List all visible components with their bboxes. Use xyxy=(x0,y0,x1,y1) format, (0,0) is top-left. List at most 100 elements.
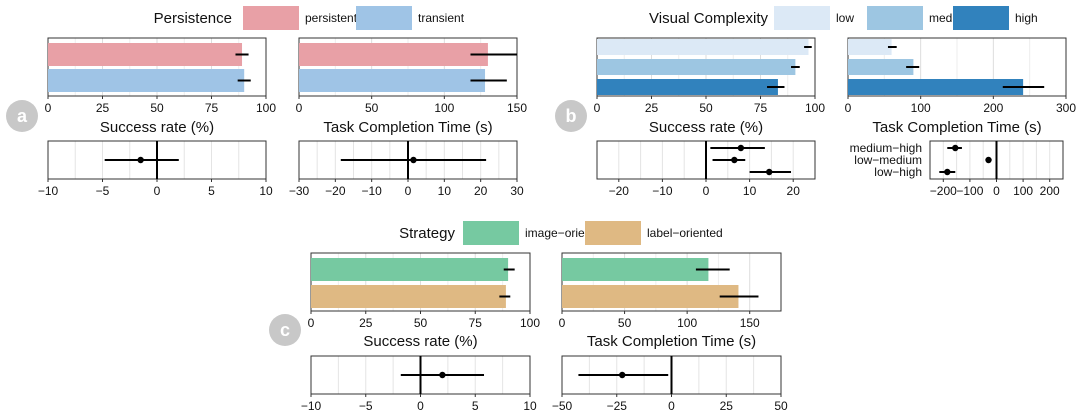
tick-label: 100 xyxy=(677,316,697,330)
panel-b-1: 0 25 50 75 100 Success rate (%) −20 −10 0 10 20 xyxy=(594,37,825,198)
plot-frame xyxy=(561,252,782,312)
panel-badge: a xyxy=(6,100,38,132)
legend-swatch xyxy=(774,6,830,30)
chart-group-c: Strategy image−oriented label−oriented c 0 25… xyxy=(269,221,788,413)
tick-label: 0 xyxy=(668,399,675,413)
tick-label: 50 xyxy=(774,399,788,413)
tick-label: 100 xyxy=(520,316,540,330)
tick-label: 0 xyxy=(296,101,303,115)
tick-label: 75 xyxy=(469,316,483,330)
tick-label: 0 xyxy=(45,101,52,115)
panel-a-1: 0 25 50 75 100 Success rate (%) −10 −5 0 5 10 xyxy=(38,37,276,198)
legend-swatch xyxy=(243,6,299,30)
tick-label: 10 xyxy=(438,184,452,198)
tick-label: 25 xyxy=(359,316,373,330)
tick-label: 100 xyxy=(1013,184,1033,198)
bar-image-oriented xyxy=(311,258,509,281)
diff-point xyxy=(952,144,959,152)
bar-low xyxy=(597,39,809,55)
bar-high xyxy=(597,79,778,95)
tick-label: 25 xyxy=(645,101,659,115)
tick-label: 5 xyxy=(208,184,215,198)
diff-point xyxy=(737,144,745,152)
diff-point xyxy=(731,156,738,164)
legend-swatch xyxy=(867,6,923,30)
diff-point xyxy=(619,371,626,379)
diff-point xyxy=(766,168,773,176)
tick-label: −200 xyxy=(930,184,957,198)
x-axis-title: Task Completion Time (s) xyxy=(872,119,1041,136)
tick-label: 150 xyxy=(507,101,527,115)
tick-label: 20 xyxy=(474,184,488,198)
badge-letter: a xyxy=(17,106,28,126)
bar-medium xyxy=(597,59,796,75)
tick-label: 10 xyxy=(523,399,537,413)
legend-label: label−oriented xyxy=(647,226,723,240)
bar-transient xyxy=(48,69,245,92)
diff-row-label: medium−high xyxy=(850,141,922,155)
legend-swatch xyxy=(463,221,519,245)
tick-label: −10 xyxy=(301,399,322,413)
bar-persistent xyxy=(48,43,243,66)
diff-row-label: low−high xyxy=(874,165,922,179)
tick-label: −10 xyxy=(652,184,673,198)
difference-plot: −10 −5 0 5 10 xyxy=(38,140,273,198)
badge-circle xyxy=(269,314,301,346)
tick-label: 0 xyxy=(594,101,601,115)
badge-letter: b xyxy=(566,106,577,126)
tick-label: 300 xyxy=(1056,101,1076,115)
x-axis-title: Success rate (%) xyxy=(100,119,214,136)
diff-point xyxy=(137,156,144,164)
tick-label: 100 xyxy=(434,101,454,115)
tick-label: 100 xyxy=(805,101,825,115)
bar-label-oriented xyxy=(562,285,739,308)
tick-label: 5 xyxy=(472,399,479,413)
badge-circle xyxy=(6,100,38,132)
panel-b-2: 0 100 200 300 Task Completion Time (s) −200 −1… xyxy=(845,37,1076,198)
tick-label: −50 xyxy=(552,399,573,413)
tick-label: 0 xyxy=(417,399,424,413)
difference-plot: −30 −20 −10 0 10 20 30 xyxy=(289,140,524,198)
badge-letter: c xyxy=(280,320,290,340)
panel-badge: b xyxy=(555,100,587,132)
badge-circle xyxy=(555,100,587,132)
x-axis-title: Success rate (%) xyxy=(649,119,763,136)
tick-label: 75 xyxy=(754,101,768,115)
legend-label: high xyxy=(1015,11,1038,25)
legend-swatch xyxy=(356,6,412,30)
legend-title: Visual Complexity xyxy=(649,10,768,27)
tick-label: −10 xyxy=(361,184,382,198)
x-axis-title: Task Completion Time (s) xyxy=(587,333,756,350)
x-axis-title: Task Completion Time (s) xyxy=(323,119,492,136)
tick-label: 0 xyxy=(405,184,412,198)
bar-persistent xyxy=(299,43,488,66)
legend-title: Strategy xyxy=(399,225,455,242)
diff-point xyxy=(439,371,446,379)
bar-high xyxy=(848,79,1024,95)
tick-label: 100 xyxy=(911,101,931,115)
tick-label: 20 xyxy=(787,184,801,198)
legend-swatch xyxy=(953,6,1009,30)
bar-medium xyxy=(848,59,914,75)
legend-label: low xyxy=(836,11,854,25)
legend: Strategy image−oriented label−oriented xyxy=(399,221,723,245)
tick-label: 25 xyxy=(96,101,110,115)
tick-label: 50 xyxy=(150,101,164,115)
bar-image-oriented xyxy=(562,258,709,281)
legend-swatch xyxy=(585,221,641,245)
tick-label: 50 xyxy=(414,316,428,330)
tick-label: −30 xyxy=(289,184,310,198)
panel-c-2: 0 50 100 150 Task Completion Time (s) −50 −25 0… xyxy=(552,252,788,413)
tick-label: 0 xyxy=(559,316,566,330)
panel-c-1: 0 25 50 75 100 Success rate (%) −10 −5 0 5 10 xyxy=(301,252,540,413)
tick-label: 10 xyxy=(743,184,757,198)
tick-label: −20 xyxy=(609,184,630,198)
tick-label: 75 xyxy=(205,101,219,115)
x-axis-title: Success rate (%) xyxy=(363,333,477,350)
tick-label: 100 xyxy=(256,101,276,115)
tick-label: 0 xyxy=(703,184,710,198)
bar-low xyxy=(848,39,892,55)
tick-label: −25 xyxy=(607,399,628,413)
